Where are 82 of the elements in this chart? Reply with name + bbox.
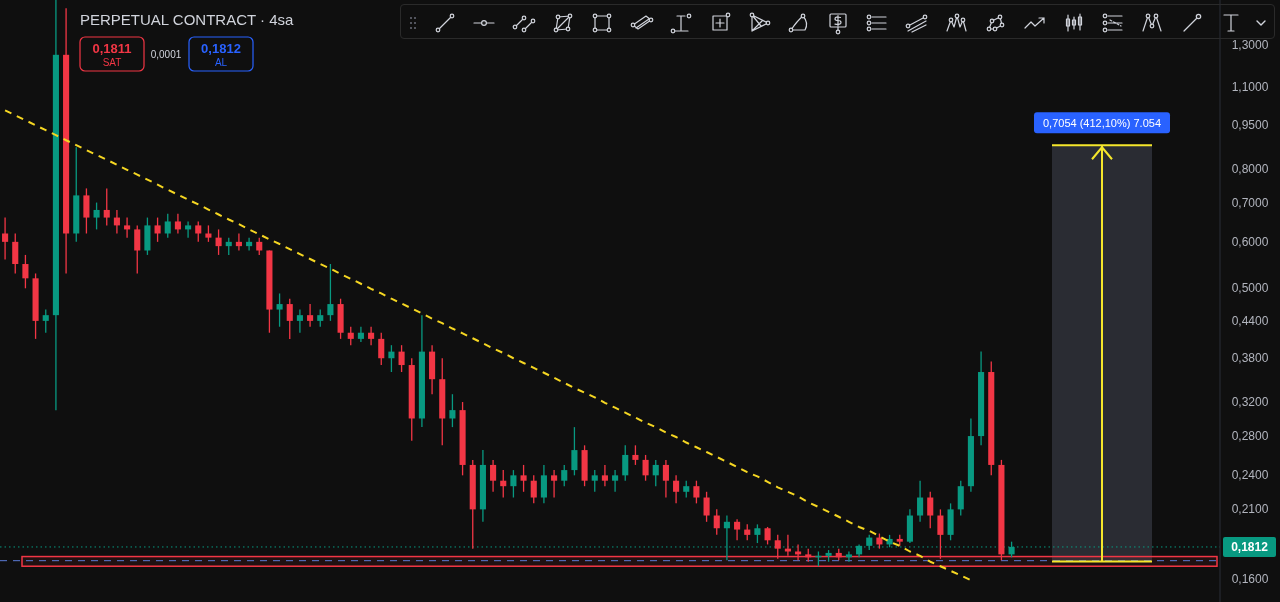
candlestick (795, 543, 802, 561)
candlestick (490, 459, 497, 493)
y-tick-label: 0,7000 (1231, 195, 1269, 210)
y-tick-label: 0,2100 (1231, 502, 1269, 517)
candlestick (612, 469, 619, 493)
candlestick (662, 459, 669, 499)
candlestick (591, 469, 598, 493)
candlestick (520, 464, 527, 493)
candlestick (622, 444, 629, 482)
candlestick (195, 220, 202, 243)
y-tick-label: 1,1000 (1231, 80, 1269, 95)
candlestick (134, 224, 141, 275)
candlestick (398, 344, 405, 373)
candlestick (174, 213, 181, 235)
candlestick (500, 469, 507, 499)
candlestick (164, 213, 171, 239)
y-tick-label: 0,8000 (1231, 161, 1269, 176)
y-tick-label: 0,9500 (1231, 117, 1269, 132)
annotation: 0,1812 (201, 41, 241, 56)
candlestick (540, 464, 547, 505)
candlestick (246, 236, 253, 252)
candlestick (368, 326, 375, 346)
y-tick-label: 0,6000 (1231, 234, 1269, 249)
candlestick (551, 469, 558, 499)
candlestick (652, 459, 659, 487)
candlestick (378, 332, 385, 366)
ref-line-label: 0,1812 (1231, 540, 1269, 555)
y-tick-label: 1,3000 (1231, 37, 1269, 52)
band-label: 0,7054 (412,10%) 7.054 (1042, 116, 1162, 129)
y-tick-label: 0,2400 (1231, 468, 1269, 483)
text: PERPETUAL CONTRACT · 4sa (80, 11, 295, 28)
candlestick (673, 474, 680, 505)
candlestick (703, 491, 710, 523)
candlestick (154, 216, 161, 243)
candlestick (2, 216, 9, 261)
candlestick (927, 491, 934, 529)
candlestick (561, 464, 568, 487)
candlestick (530, 474, 537, 505)
annotation: AL (214, 57, 228, 68)
candlestick (357, 326, 364, 343)
y-tick-label: 0,3200 (1231, 395, 1269, 410)
candlestick (286, 298, 293, 340)
candlestick (124, 216, 131, 239)
candlestick (185, 220, 192, 239)
candlestick (845, 550, 852, 563)
candlestick (510, 469, 517, 499)
candlestick (571, 426, 578, 476)
y-tick-label: 0,1600 (1231, 571, 1269, 586)
candlestick (388, 344, 395, 373)
candlestick (937, 508, 944, 560)
candlestick (713, 508, 720, 536)
candlestick (307, 303, 314, 328)
candlestick (693, 480, 700, 505)
y-tick-label: 0,3800 (1231, 351, 1269, 366)
candlestick (774, 534, 781, 560)
candlestick (12, 232, 19, 275)
candlestick (734, 518, 741, 541)
candlestick (83, 187, 90, 235)
candlestick (235, 232, 242, 252)
candlestick (22, 254, 29, 289)
y-tick-label: 0,2800 (1231, 429, 1269, 444)
y-tick-label: 0,5000 (1231, 281, 1269, 296)
candlestick (327, 263, 334, 322)
candlestick (93, 201, 100, 231)
annotation: 0,1811 (92, 41, 132, 56)
candlestick (642, 454, 649, 482)
candlestick (601, 464, 608, 487)
candlestick (276, 292, 283, 328)
candlestick (296, 308, 303, 334)
annotation: SAT (102, 57, 122, 68)
candlestick (103, 187, 110, 227)
y-tick-label: 0,4400 (1231, 313, 1269, 328)
candlestick (957, 480, 964, 517)
candlestick (215, 228, 222, 256)
line-series (4, 109, 972, 582)
candlestick (754, 523, 761, 544)
annotation: 0,0001 (150, 49, 182, 60)
candlestick (917, 480, 924, 523)
candlestick (42, 308, 49, 334)
candlestick (632, 444, 639, 466)
candlestick (449, 393, 456, 428)
candlestick (347, 326, 354, 346)
